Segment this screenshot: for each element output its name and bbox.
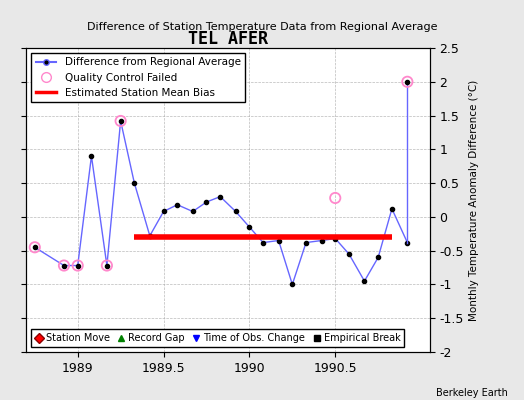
Legend: Station Move, Record Gap, Time of Obs. Change, Empirical Break: Station Move, Record Gap, Time of Obs. C… xyxy=(31,329,404,347)
Point xyxy=(73,262,82,269)
Point xyxy=(30,244,39,250)
Point xyxy=(60,262,68,269)
Point xyxy=(116,118,125,124)
Y-axis label: Monthly Temperature Anomaly Difference (°C): Monthly Temperature Anomaly Difference (… xyxy=(470,79,479,321)
Point xyxy=(331,195,340,201)
Text: Difference of Station Temperature Data from Regional Average: Difference of Station Temperature Data f… xyxy=(87,22,437,32)
Point xyxy=(103,262,111,269)
Text: Berkeley Earth: Berkeley Earth xyxy=(436,388,508,398)
Title: TEL AFER: TEL AFER xyxy=(188,30,268,48)
Point xyxy=(403,78,411,85)
